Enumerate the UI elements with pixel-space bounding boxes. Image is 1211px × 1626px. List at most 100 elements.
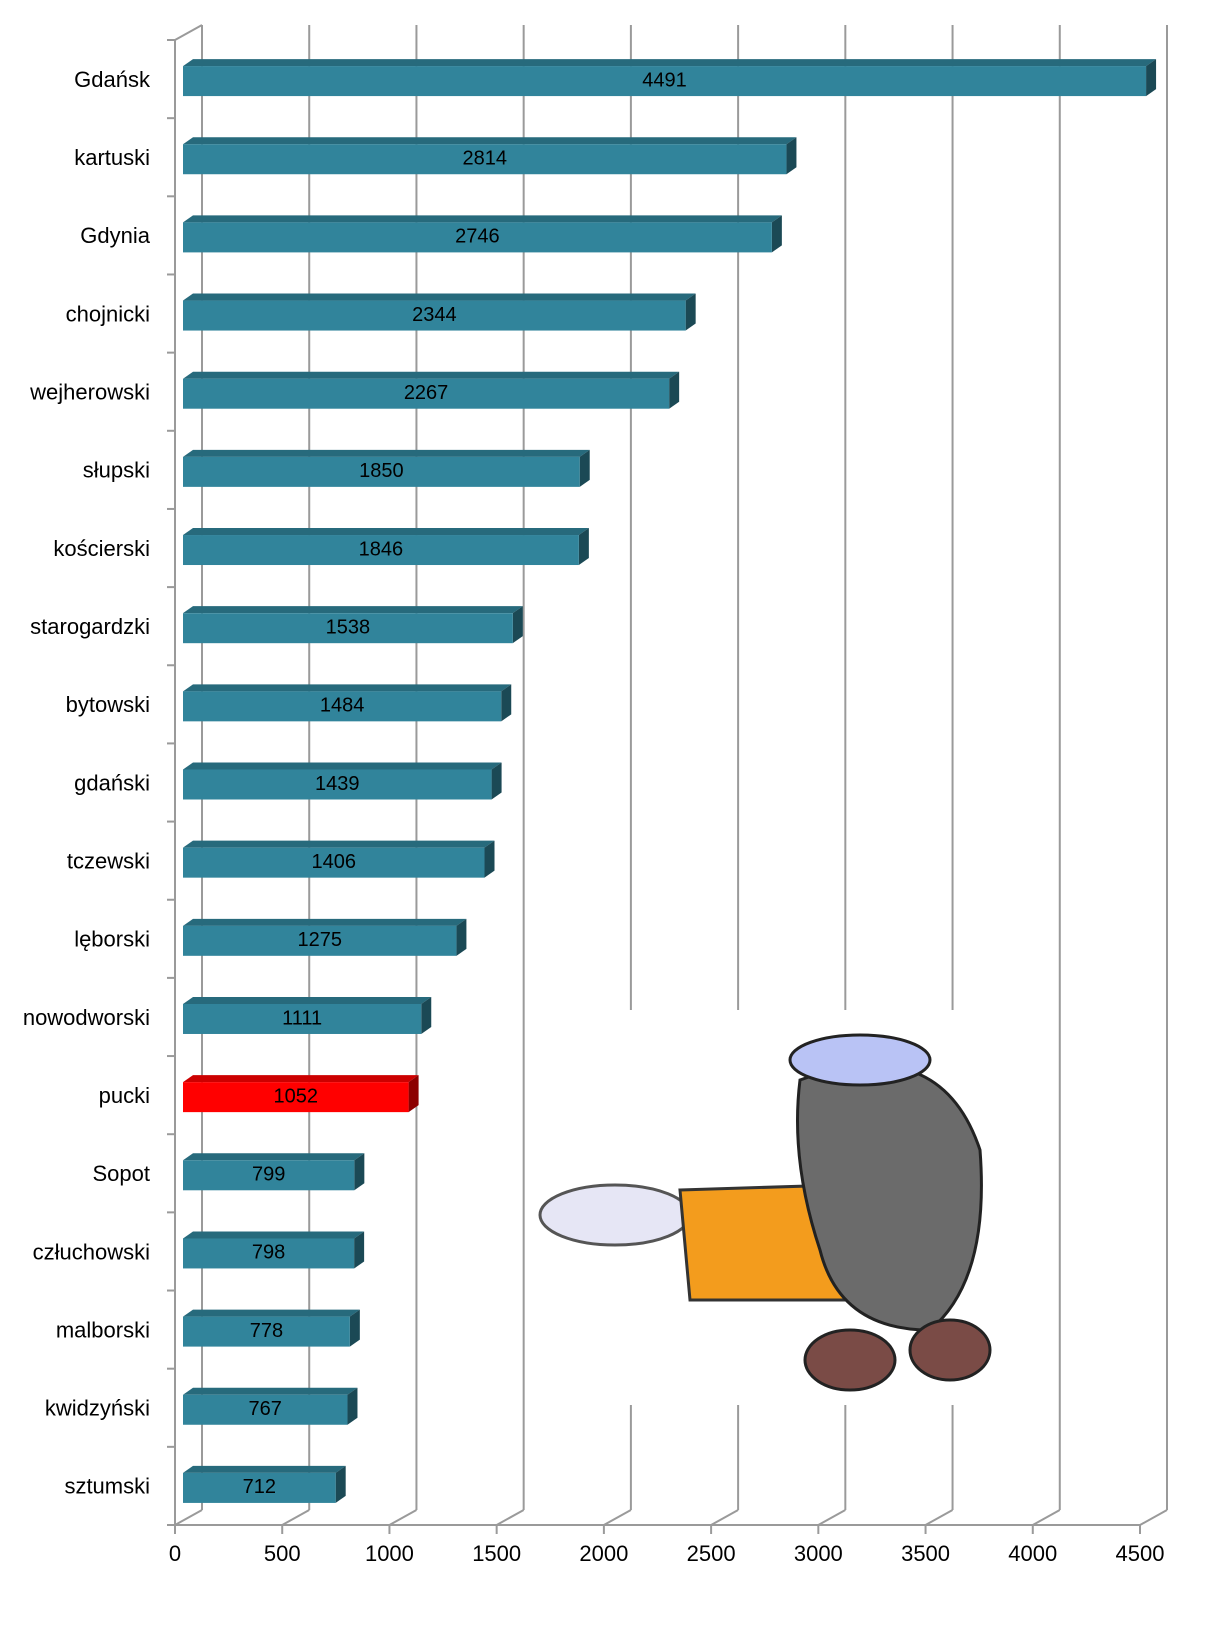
bar-side bbox=[354, 1153, 365, 1191]
value-label: 1439 bbox=[315, 773, 360, 795]
y-tick-label: wejherowski bbox=[29, 380, 150, 405]
y-tick-label: słupski bbox=[83, 458, 150, 483]
grid-line bbox=[1032, 1509, 1061, 1526]
bar-top bbox=[183, 1387, 358, 1395]
bar-side bbox=[786, 137, 797, 175]
bar bbox=[183, 1160, 355, 1191]
value-label: 2267 bbox=[404, 382, 449, 404]
bar-side bbox=[491, 762, 502, 800]
bar-top bbox=[183, 1231, 365, 1239]
bar-top bbox=[183, 1075, 419, 1083]
grid-line bbox=[174, 1509, 203, 1526]
bar-top bbox=[183, 449, 590, 457]
grid-line bbox=[710, 1509, 739, 1526]
illustration-shape bbox=[908, 1318, 992, 1382]
y-tick-label: gdański bbox=[74, 770, 150, 795]
bar bbox=[183, 144, 787, 175]
x-tick-label: 2500 bbox=[687, 1541, 736, 1566]
bar-side bbox=[579, 449, 590, 487]
value-label: 799 bbox=[252, 1164, 285, 1186]
x-tick-label: 500 bbox=[264, 1541, 301, 1566]
bar bbox=[183, 1082, 409, 1113]
value-label: 1111 bbox=[282, 1007, 322, 1029]
bar bbox=[183, 222, 772, 253]
y-tick-label: pucki bbox=[99, 1083, 150, 1108]
value-label: 778 bbox=[250, 1320, 283, 1342]
bar bbox=[183, 1394, 348, 1425]
bar bbox=[183, 1472, 336, 1503]
bar-top bbox=[183, 371, 680, 379]
value-label: 1275 bbox=[297, 929, 342, 951]
bar-top bbox=[183, 1153, 365, 1161]
bar-top bbox=[183, 137, 797, 145]
y-tick-label: bytowski bbox=[66, 692, 150, 717]
bar-top bbox=[183, 1465, 346, 1473]
bar-side bbox=[335, 1465, 346, 1503]
y-tick-label: lęborski bbox=[74, 927, 150, 952]
y-tick-label: tczewski bbox=[67, 848, 150, 873]
bar bbox=[183, 535, 579, 566]
grid-line bbox=[388, 1509, 417, 1526]
y-tick-label: kościerski bbox=[53, 536, 150, 561]
bar-top bbox=[183, 528, 589, 536]
value-label: 798 bbox=[252, 1242, 285, 1264]
bar bbox=[183, 925, 457, 956]
bar-side bbox=[771, 215, 782, 253]
y-tick-label: kwidzyński bbox=[45, 1396, 150, 1421]
y-tick-label: sztumski bbox=[64, 1474, 150, 1499]
grid-line bbox=[925, 1509, 954, 1526]
bar-side bbox=[512, 606, 523, 644]
value-label: 2344 bbox=[412, 304, 457, 326]
y-tick-label: kartuski bbox=[74, 145, 150, 170]
bar bbox=[183, 378, 670, 409]
bar-top bbox=[183, 59, 1157, 67]
bar-top bbox=[183, 918, 467, 926]
bar bbox=[183, 1003, 422, 1034]
x-tick-label: 1000 bbox=[365, 1541, 414, 1566]
axis-wall bbox=[174, 24, 203, 41]
value-label: 1850 bbox=[359, 460, 404, 482]
bar-side bbox=[484, 840, 495, 878]
bar bbox=[183, 456, 580, 487]
bar bbox=[183, 300, 686, 331]
value-label: 1846 bbox=[359, 538, 404, 560]
bar-side bbox=[669, 371, 680, 409]
grid-line bbox=[496, 1509, 525, 1526]
bar-side bbox=[408, 1075, 419, 1113]
bar-side bbox=[685, 293, 696, 331]
bar-side bbox=[347, 1387, 358, 1425]
value-label: 1538 bbox=[326, 616, 371, 638]
bar-side bbox=[501, 684, 512, 722]
x-tick-label: 0 bbox=[169, 1541, 181, 1566]
value-label: 767 bbox=[249, 1398, 282, 1420]
grid-line bbox=[1139, 1509, 1168, 1526]
bar bbox=[183, 1238, 355, 1269]
value-label: 4491 bbox=[642, 69, 687, 91]
value-label: 1406 bbox=[312, 851, 357, 873]
x-tick-label: 1500 bbox=[472, 1541, 521, 1566]
x-tick-label: 4500 bbox=[1116, 1541, 1165, 1566]
bar-top bbox=[183, 996, 432, 1004]
grid-line bbox=[281, 1509, 310, 1526]
illustration-shape bbox=[803, 1328, 897, 1392]
x-tick-label: 3500 bbox=[901, 1541, 950, 1566]
y-tick-label: Sopot bbox=[93, 1161, 151, 1186]
bar-side bbox=[354, 1231, 365, 1269]
bar-top bbox=[183, 840, 495, 848]
x-tick-label: 4000 bbox=[1008, 1541, 1057, 1566]
x-tick-label: 3000 bbox=[794, 1541, 843, 1566]
value-label: 1052 bbox=[274, 1085, 319, 1107]
bar-side bbox=[456, 918, 467, 956]
y-tick-label: Gdańsk bbox=[74, 67, 151, 92]
y-tick-label: Gdynia bbox=[80, 223, 150, 248]
grid-line bbox=[603, 1509, 632, 1526]
bar bbox=[183, 1316, 350, 1347]
grid-line bbox=[817, 1509, 846, 1526]
bar bbox=[183, 66, 1147, 97]
bar-side bbox=[421, 996, 432, 1034]
illustration-shape bbox=[538, 1183, 692, 1247]
illustration-shape bbox=[788, 1033, 932, 1087]
bar-side bbox=[578, 528, 589, 566]
bar-side bbox=[349, 1309, 360, 1347]
